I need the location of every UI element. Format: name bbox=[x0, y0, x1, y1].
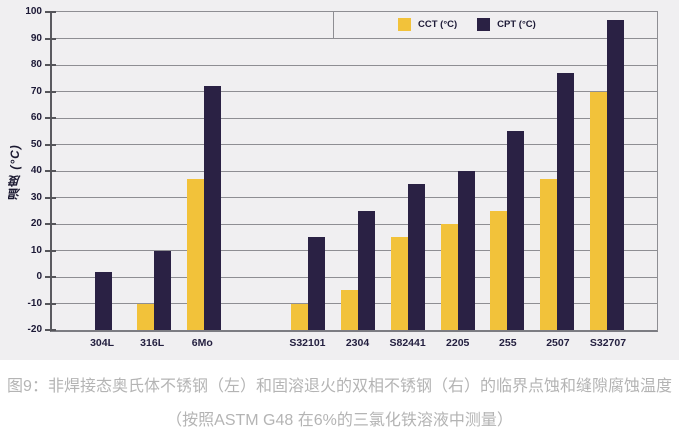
bar-chart: 温度 (°C) -20 -10 0 10 20 30 40 50 60 70 80 90 100 CCT… bbox=[0, 0, 679, 360]
bar-cct-S32707 bbox=[590, 91, 608, 330]
bar-cct-2507 bbox=[540, 179, 558, 330]
bar-cpt-316L bbox=[153, 250, 171, 330]
x-tick-label-S82441: S82441 bbox=[389, 337, 426, 349]
legend-label-cct: CCT (°C) bbox=[418, 19, 458, 31]
legend-label-cpt: CPT (°C) bbox=[497, 19, 536, 31]
y-tick-mark-30 bbox=[45, 196, 56, 199]
bar-cct-2304 bbox=[340, 290, 358, 330]
bar-cpt-2205 bbox=[457, 171, 475, 330]
bars bbox=[52, 12, 657, 330]
bar-group-S82441 bbox=[383, 184, 433, 330]
gridline-60 bbox=[52, 117, 657, 119]
y-tick-label-80: 80 bbox=[30, 59, 42, 70]
y-tick-label-50: 50 bbox=[30, 138, 42, 150]
bar-cct-6Mo bbox=[186, 179, 204, 330]
bar-cpt-255 bbox=[507, 131, 525, 330]
bar-cct-S32101 bbox=[291, 303, 309, 330]
x-tick-label-2304: 2304 bbox=[345, 337, 370, 349]
legend-swatch-cct bbox=[398, 18, 411, 32]
x-tick-label-S32707: S32707 bbox=[589, 337, 627, 349]
bar-cct-S82441 bbox=[390, 237, 408, 330]
x-tick-label-304L: 304L bbox=[90, 337, 115, 349]
y-tick-label-40: 40 bbox=[30, 165, 42, 176]
bar-group-2205 bbox=[433, 171, 483, 330]
y-tick-mark-80 bbox=[45, 64, 56, 66]
plot-area: CCT (°C) CPT (°C) bbox=[45, 11, 658, 332]
y-tick-mark-40 bbox=[45, 170, 56, 172]
y-tick-mark--10 bbox=[45, 302, 56, 305]
y-tick-label-100: 100 bbox=[25, 6, 42, 17]
y-tick-label-60: 60 bbox=[30, 112, 42, 123]
bar-cct-2205 bbox=[440, 224, 458, 330]
legend: CCT (°C) CPT (°C) bbox=[333, 12, 657, 39]
x-tick-label-6Mo: 6Mo bbox=[191, 337, 213, 349]
bar-cpt-S82441 bbox=[407, 184, 425, 330]
gridline-90 bbox=[52, 38, 657, 39]
y-tick-mark-90 bbox=[45, 37, 56, 40]
caption-line-1: 图9：非焊接态奥氏体不锈钢（左）和固溶退火的双相不锈钢（右）的临界点蚀和缝隙腐蚀… bbox=[7, 378, 672, 395]
bar-group-S32101 bbox=[283, 237, 333, 330]
bar-cpt-304L bbox=[95, 271, 113, 330]
x-axis-tick-labels: 304L 316L 6Mo S32101 2304 S82441 2205 255 2507 S3… bbox=[50, 337, 658, 349]
y-tick-mark-70 bbox=[45, 90, 56, 93]
gridline-40 bbox=[52, 170, 657, 172]
y-tick-mark-0 bbox=[45, 276, 56, 278]
legend-swatch-cpt bbox=[477, 18, 491, 32]
y-tick-label-90: 90 bbox=[30, 32, 42, 44]
bar-cct-255 bbox=[490, 210, 508, 330]
y-tick-label-20: 20 bbox=[30, 218, 42, 229]
gridline-50 bbox=[52, 144, 657, 145]
y-tick-mark-100 bbox=[45, 11, 56, 13]
bar-cpt-2507 bbox=[557, 72, 575, 330]
y-tick-label--10: -10 bbox=[27, 297, 42, 309]
gridline-30 bbox=[52, 197, 657, 198]
x-tick-label-2205: 2205 bbox=[446, 337, 470, 349]
gridline-10 bbox=[52, 250, 657, 251]
bar-cpt-2304 bbox=[357, 210, 375, 330]
bar-cpt-6Mo bbox=[203, 86, 221, 330]
y-tick-label-70: 70 bbox=[30, 85, 42, 97]
bar-group-316L bbox=[129, 250, 179, 330]
bar-cct-316L bbox=[136, 303, 154, 330]
group-gap-label-space bbox=[227, 337, 282, 349]
gridline-80 bbox=[52, 64, 657, 66]
caption-line-2: （按照ASTM G48 在6%的三氯化铁溶液中测量） bbox=[166, 412, 513, 429]
x-tick-label-255: 255 bbox=[499, 337, 517, 349]
y-tick-mark-50 bbox=[45, 143, 56, 146]
y-tick-mark-10 bbox=[45, 249, 56, 252]
bar-group-S32707 bbox=[582, 19, 632, 330]
gridline-0 bbox=[52, 276, 657, 278]
bar-group-2304 bbox=[333, 210, 383, 330]
bar-group-255 bbox=[482, 131, 532, 330]
y-tick-mark-20 bbox=[45, 223, 56, 225]
x-tick-label-S32101: S32101 bbox=[289, 337, 326, 349]
bar-cpt-S32101 bbox=[308, 237, 326, 330]
y-tick-label-30: 30 bbox=[30, 191, 42, 203]
y-tick-label-10: 10 bbox=[30, 244, 42, 256]
bar-cpt-S32707 bbox=[607, 19, 625, 330]
y-tick-mark-60 bbox=[45, 117, 56, 119]
bar-group-304L bbox=[79, 271, 129, 330]
gridline-70 bbox=[52, 91, 657, 92]
bar-group-2507 bbox=[532, 72, 582, 330]
x-tick-label-316L: 316L bbox=[140, 337, 165, 349]
gridline-20 bbox=[52, 223, 657, 225]
y-tick-mark--20 bbox=[45, 329, 56, 331]
figure-caption: 图9：非焊接态奥氏体不锈钢（左）和固溶退火的双相不锈钢（右）的临界点蚀和缝隙腐蚀… bbox=[0, 366, 679, 430]
bar-group-6Mo bbox=[179, 86, 229, 330]
y-tick-label--20: -20 bbox=[27, 324, 42, 335]
x-tick-label-2507: 2507 bbox=[546, 337, 570, 349]
y-tick-label-0: 0 bbox=[36, 271, 42, 282]
